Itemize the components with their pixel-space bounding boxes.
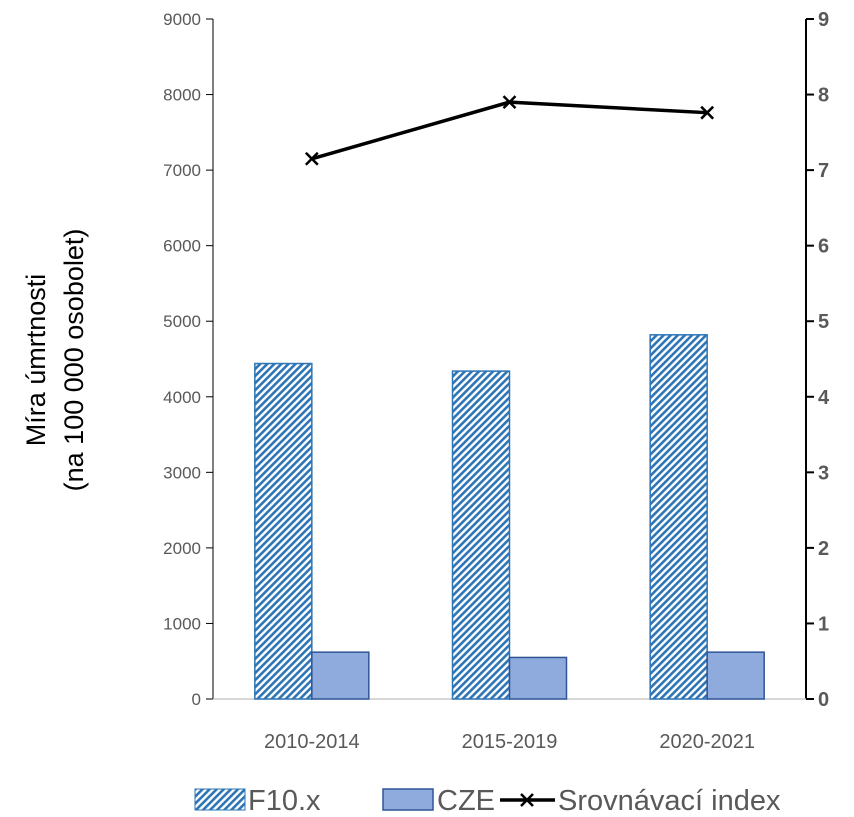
legend-label-cze: CZE (437, 785, 495, 817)
axis-labels: Míra úmrtnosti (na 100 000 osobolet) (21, 229, 89, 492)
y-tick-label-right: 1 (818, 613, 829, 635)
legend-swatch-cze (382, 788, 434, 811)
x-tick-label: 2020-2021 (659, 731, 755, 753)
x-tick-label: 2015-2019 (462, 731, 558, 753)
y-tick-label-left: 7000 (163, 161, 201, 180)
y-tick-label-right: 4 (818, 387, 830, 409)
index-line (304, 95, 715, 166)
marker-stroke (502, 95, 517, 109)
y-tick-label-left: 8000 (163, 86, 201, 105)
marker-stroke (700, 105, 715, 120)
legend-label-index: Srovnávací index (558, 785, 781, 817)
bar-cze (508, 656, 568, 700)
legend-swatch-f10x (194, 788, 246, 811)
y-tick-label-left: 0 (192, 690, 201, 709)
x-tick-label: 2010-2014 (264, 731, 360, 753)
index-point-marker (304, 151, 319, 166)
y-tick-label-right: 3 (818, 462, 829, 484)
bar-cze (706, 651, 765, 700)
y-tick-label-right: 2 (818, 538, 829, 560)
y-tick-label-right: 8 (818, 85, 829, 107)
bar-f10x (451, 370, 511, 700)
axes: 0 1000 2000 3000 4000 5000 6000 7000 8000 9000 0 1 2… (163, 9, 830, 753)
index-point-marker (700, 105, 715, 120)
y-tick-label-left: 1000 (163, 614, 201, 633)
y-tick-label-left: 9000 (163, 10, 201, 29)
y-axis-title-line2: (na 100 000 osobolet) (59, 229, 89, 492)
legend-marker-index (520, 793, 534, 807)
y-tick-label-left: 5000 (163, 312, 201, 331)
y-tick-label-right: 0 (818, 689, 829, 711)
y-tick-label-right: 5 (818, 311, 829, 333)
y-tick-label-right: 9 (818, 9, 829, 31)
y-tick-label-left: 3000 (163, 463, 201, 482)
y-axis-title-line1: Míra úmrtnosti (21, 274, 51, 447)
bar-f10x (254, 362, 313, 700)
y-tick-label-left: 4000 (163, 388, 201, 407)
index-series-line (311, 100, 708, 161)
marker-stroke (304, 151, 319, 166)
legend: F10.x CZE Srovnávací index (194, 785, 781, 817)
y-tick-label-right: 6 (818, 236, 829, 258)
y-tick-label-right: 7 (818, 160, 829, 182)
bar-cze (311, 651, 370, 700)
y-tick-label-left: 2000 (163, 539, 201, 558)
bar-f10x (649, 334, 708, 700)
bars (254, 334, 765, 700)
y-tick-label-left: 6000 (163, 237, 201, 256)
index-point-marker (502, 95, 517, 109)
legend-label-f10x: F10.x (248, 785, 321, 817)
